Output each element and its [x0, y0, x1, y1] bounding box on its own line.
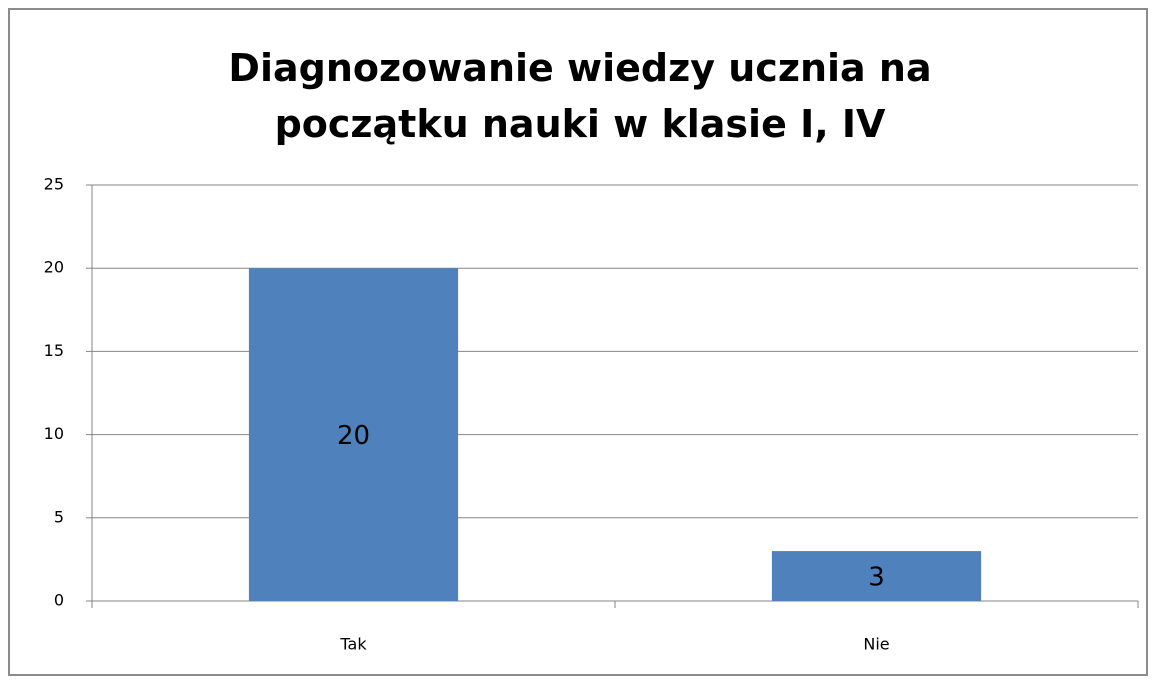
chart-title: Diagnozowanie wiedzy ucznia na początku …	[228, 46, 932, 146]
x-tick-label: Nie	[863, 635, 889, 654]
chart-frame	[8, 8, 1148, 676]
data-label: 20	[337, 421, 370, 451]
bar	[248, 268, 459, 601]
y-tick-label: 20	[44, 258, 64, 277]
x-tick-label: Tak	[339, 635, 367, 654]
bar	[771, 551, 982, 601]
y-tick-label: 25	[44, 175, 64, 194]
y-tick-label: 0	[54, 591, 64, 610]
y-tick-label: 10	[44, 424, 64, 443]
data-label: 3	[868, 563, 885, 593]
y-tick-label: 5	[54, 507, 64, 526]
y-tick-label: 15	[44, 341, 64, 360]
